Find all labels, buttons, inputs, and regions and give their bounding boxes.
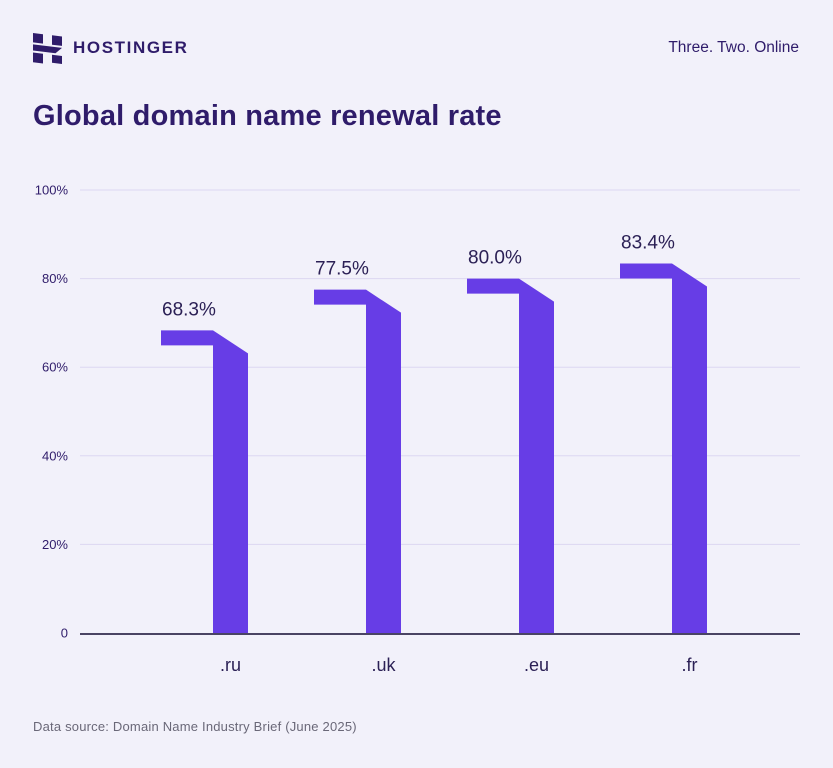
bar-value-label: 77.5% xyxy=(315,259,369,280)
header: HOSTINGER Three. Two. Online xyxy=(33,32,799,64)
bar xyxy=(161,330,248,633)
brand-tagline: Three. Two. Online xyxy=(668,39,799,56)
bar xyxy=(314,289,401,633)
x-axis-category-label: .fr xyxy=(682,655,698,675)
y-axis-tick-label: 0 xyxy=(61,626,68,641)
bar-value-label: 80.0% xyxy=(468,248,522,269)
hostinger-logo-icon xyxy=(33,32,62,64)
brand: HOSTINGER xyxy=(33,32,189,64)
x-axis-category-label: .eu xyxy=(524,655,549,675)
x-axis-category-label: .ru xyxy=(220,655,241,675)
chart-title: Global domain name renewal rate xyxy=(33,100,502,132)
bar xyxy=(467,278,554,633)
y-axis-tick-label: 40% xyxy=(42,448,68,463)
bar-value-label: 68.3% xyxy=(162,299,216,320)
y-axis-tick-label: 60% xyxy=(42,360,68,375)
x-axis-category-label: .uk xyxy=(371,655,396,675)
y-axis-tick-label: 20% xyxy=(42,537,68,552)
bar-value-label: 83.4% xyxy=(621,233,675,254)
y-axis-tick-label: 80% xyxy=(42,271,68,286)
bar xyxy=(620,263,707,633)
data-source-note: Data source: Domain Name Industry Brief … xyxy=(33,719,357,734)
y-axis-tick-label: 100% xyxy=(35,183,69,198)
brand-wordmark: HOSTINGER xyxy=(73,38,189,57)
